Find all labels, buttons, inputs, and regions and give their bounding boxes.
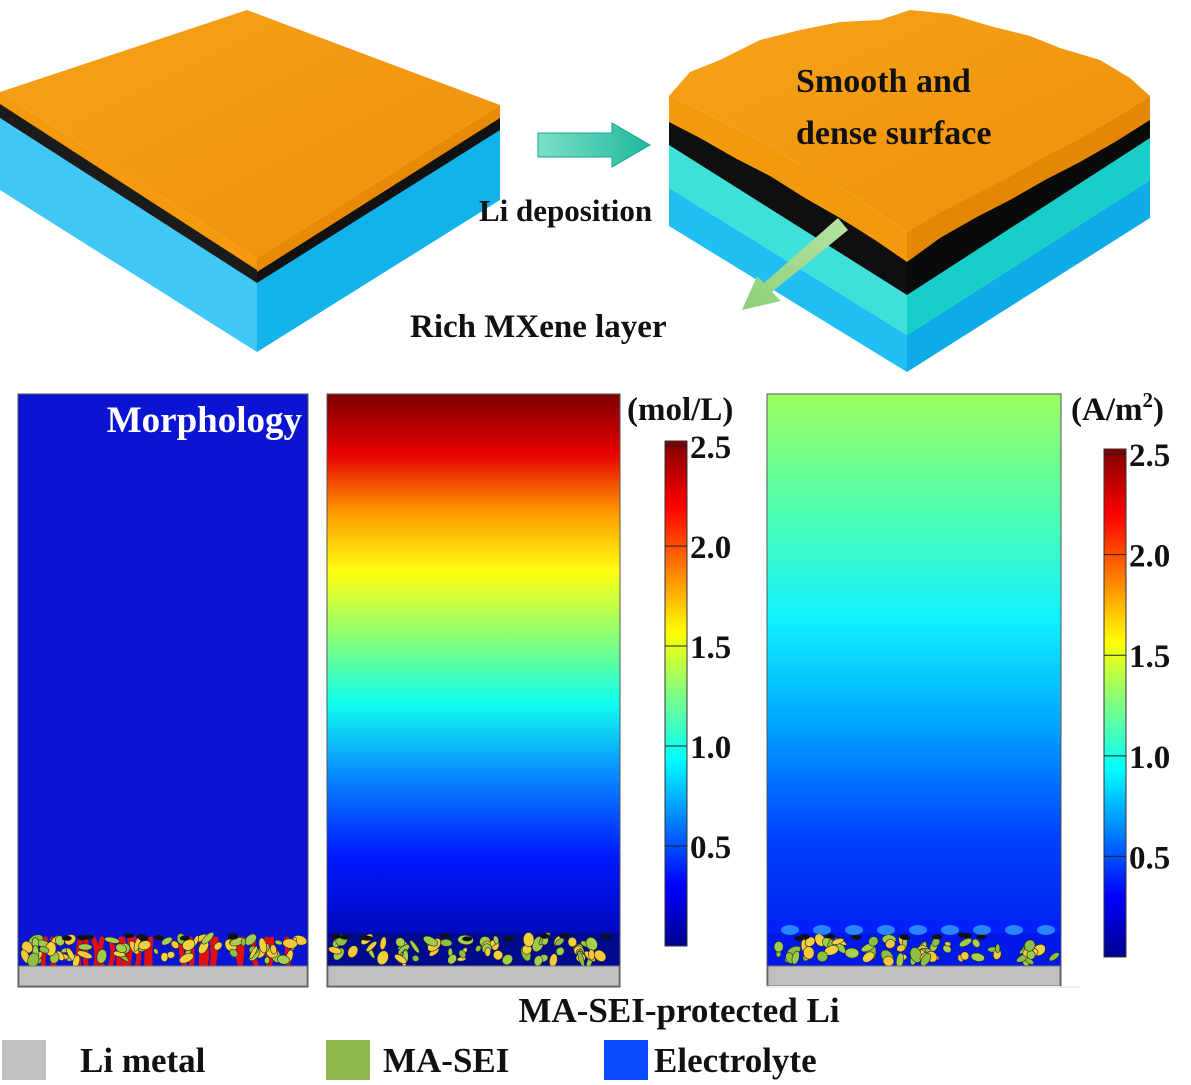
colorbar-tick-label: 1.0 bbox=[690, 730, 731, 766]
colorbar-tick-label: 2.5 bbox=[1129, 438, 1170, 474]
colorbar-tick-label: 1.5 bbox=[1129, 639, 1170, 675]
legend: Li metal MA-SEI Electrolyte bbox=[2, 1040, 817, 1080]
morphology-panel: Morphology bbox=[17, 393, 309, 988]
colorbar-tick-label: 2.0 bbox=[690, 530, 731, 566]
legend-swatch bbox=[326, 1040, 370, 1080]
li-metal-layer bbox=[18, 965, 308, 987]
concentration-colorbar-gradient bbox=[664, 440, 688, 947]
current-sei-layer bbox=[773, 925, 1060, 969]
colorbar-tick-label: 2.0 bbox=[1129, 539, 1170, 575]
concentration-panel bbox=[326, 393, 621, 988]
concentration-sei-layer bbox=[328, 932, 612, 969]
legend-swatch bbox=[604, 1040, 648, 1080]
colorbar-tick-label: 2.5 bbox=[690, 430, 731, 466]
concentration-unit-label: (mol/L) bbox=[627, 392, 733, 428]
legend-label: MA-SEI bbox=[383, 1041, 509, 1080]
legend-swatch bbox=[2, 1040, 46, 1080]
colorbar-tick-label: 1.0 bbox=[1129, 740, 1170, 776]
current-unit-label: (A/m2) bbox=[1071, 388, 1164, 428]
colorbar-tick-label: 0.5 bbox=[1129, 840, 1170, 876]
rich-mxene-label: Rich MXene layer bbox=[410, 309, 667, 345]
concentration-colorbar: (mol/L) 2.5 2.0 1.5 1.0 0.5 bbox=[627, 392, 733, 947]
deposition-arrow bbox=[537, 122, 651, 168]
smooth-surface-label-line2: dense surface bbox=[796, 115, 991, 152]
smooth-surface-label-line1: Smooth and bbox=[796, 63, 971, 100]
colorbar-tick-label: 1.5 bbox=[690, 630, 731, 666]
right-slab bbox=[669, 10, 1150, 372]
mxene-pointer-arrow bbox=[742, 218, 848, 310]
left-slab bbox=[0, 10, 500, 352]
legend-label: Electrolyte bbox=[654, 1041, 817, 1080]
li-deposition-label: Li deposition bbox=[479, 193, 652, 228]
current-panel bbox=[766, 393, 1080, 988]
morphology-sei-layer bbox=[20, 932, 308, 968]
legend-label: Li metal bbox=[80, 1041, 206, 1080]
current-colorbar-gradient bbox=[1103, 448, 1127, 958]
colorbar-tick-label: 0.5 bbox=[690, 830, 731, 866]
panel-caption: MA-SEI-protected Li bbox=[518, 991, 839, 1030]
current-colorbar: (A/m2) 2.5 2.0 1.5 1.0 0.5 bbox=[1071, 388, 1170, 958]
morphology-label: Morphology bbox=[107, 400, 303, 441]
